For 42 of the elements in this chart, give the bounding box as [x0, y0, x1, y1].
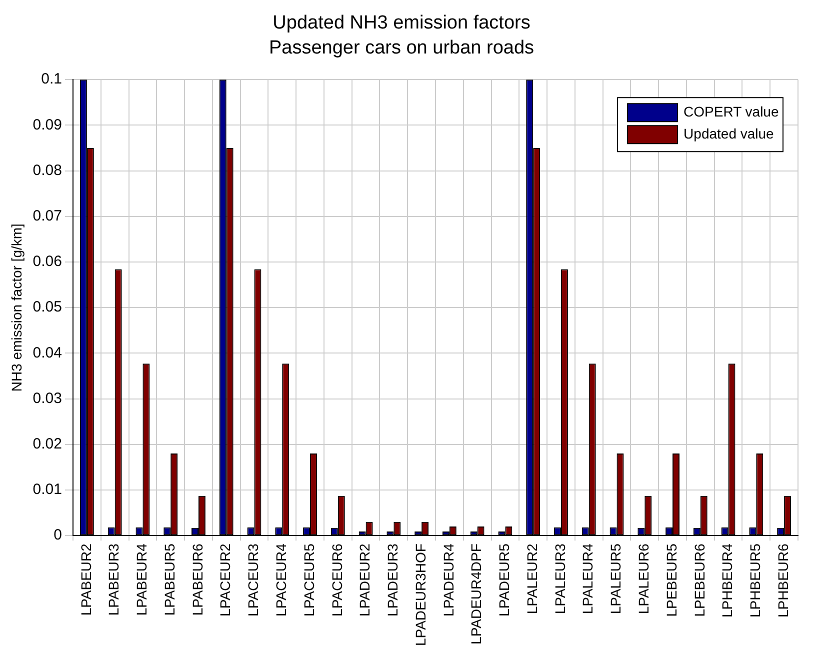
y-tick-label: 0.08: [32, 162, 62, 179]
x-tick-label: LPACEUR4: [272, 543, 289, 616]
y-tick-label: 0.03: [32, 390, 62, 407]
x-tick-label: LPACEUR6: [328, 543, 345, 616]
x-tick-label: LPALEUR3: [552, 543, 568, 614]
x-tick-label: LPALEUR2: [524, 543, 540, 614]
x-tick-label: LPHBEUR5: [747, 543, 764, 618]
x-tick-label: LPACEUR5: [300, 543, 317, 616]
y-tick-label: 0: [54, 526, 62, 544]
x-tick-label: LPHBEUR4: [719, 543, 736, 618]
x-tick-label: LPABEUR6: [189, 543, 206, 616]
y-tick-label: 0.01: [32, 481, 62, 498]
x-tick-label: LPADEUR4: [440, 543, 456, 616]
x-tick-label: LPABEUR2: [78, 543, 94, 616]
x-tick-label: LPEBEUR5: [663, 543, 680, 617]
y-tick-label: 0.05: [32, 298, 62, 316]
x-tick-label: LPHBEUR6: [774, 543, 791, 618]
x-tick-label: LPADEUR5: [496, 543, 512, 616]
x-tick-label: LPADEUR3HOF: [412, 544, 428, 646]
x-tick-label: LPADEUR3: [384, 543, 401, 616]
legend-label: COPERT value: [684, 103, 779, 120]
y-tick-label: 0.04: [32, 344, 62, 362]
x-tick-label: LPALEUR5: [608, 543, 624, 614]
x-tick-label: LPADEUR4DPF: [468, 544, 484, 644]
x-tick-label: LPABEUR3: [106, 543, 122, 616]
x-tick-label: LPADEUR2: [356, 543, 373, 616]
x-tick-label: LPACEUR2: [217, 543, 234, 616]
y-tick-label: 0.02: [32, 436, 62, 453]
y-tick-label: 0.09: [32, 116, 62, 134]
y-tick-label: 0.07: [32, 208, 62, 225]
legend-label: Updated value: [684, 125, 774, 142]
y-tick-label: 0.1: [41, 70, 62, 88]
x-tick-label: LPABEUR5: [161, 543, 178, 616]
x-tick-label: LPALEUR6: [635, 543, 652, 614]
x-tick-label: LPACEUR3: [245, 543, 262, 616]
chart-title: Updated NH3 emission factors: [272, 12, 530, 34]
y-tick-label: 0.06: [32, 253, 62, 270]
x-tick-label: LPABEUR4: [134, 543, 150, 616]
x-tick-label: LPALEUR4: [580, 543, 596, 614]
y-axis-title: NH3 emission factor [g/km]: [8, 224, 24, 392]
chart-subtitle: Passenger cars on urban roads: [268, 37, 534, 58]
x-tick-label: LPEBEUR6: [691, 543, 708, 617]
